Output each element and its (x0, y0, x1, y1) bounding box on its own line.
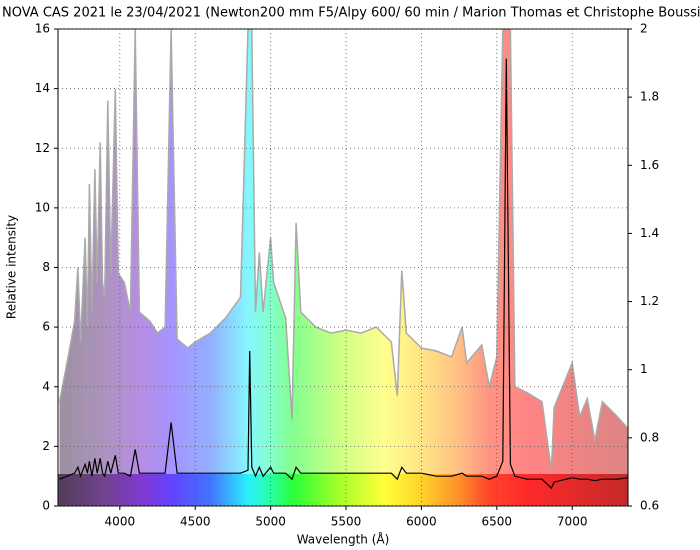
x-tick-label: 4000 (105, 515, 136, 529)
y2-tick-label: 0.8 (640, 430, 659, 444)
x-tick-label: 6000 (406, 515, 437, 529)
y-tick-label: 6 (42, 320, 50, 334)
y-tick-label: 14 (35, 81, 50, 95)
y2-tick-label: 1.8 (640, 90, 659, 104)
y-tick-label: 2 (42, 439, 50, 453)
y-tick-label: 0 (42, 499, 50, 513)
y2-tick-label: 1.6 (640, 158, 659, 172)
y-tick-label: 10 (35, 200, 50, 214)
y-tick-label: 8 (42, 260, 50, 274)
y-axis-label: Relative intensity (5, 215, 19, 319)
y2-tick-label: 2 (640, 22, 648, 36)
y2-tick-label: 1.2 (640, 294, 659, 308)
x-tick-label: 4500 (180, 515, 211, 529)
y2-tick-label: 1.4 (640, 226, 659, 240)
profile-line (59, 58, 628, 490)
y-tick-label: 16 (35, 22, 50, 36)
plot-area (58, 29, 628, 506)
spectrum-band (58, 474, 628, 506)
y2-tick-label: 0.6 (640, 499, 659, 513)
y2-tick-label: 1 (640, 362, 648, 376)
spectrum-area (59, 29, 628, 506)
x-tick-label: 5000 (255, 515, 286, 529)
y-tick-label: 4 (42, 379, 50, 393)
x-tick-label: 6500 (482, 515, 513, 529)
y-tick-label: 12 (35, 141, 50, 155)
x-tick-label: 7000 (557, 515, 588, 529)
spectrum-outline (58, 29, 628, 471)
chart-title: NOVA CAS 2021 le 23/04/2021 (Newton200 m… (2, 6, 700, 21)
x-tick-label: 5500 (331, 515, 362, 529)
x-axis-label: Wavelength (Å) (297, 532, 390, 547)
